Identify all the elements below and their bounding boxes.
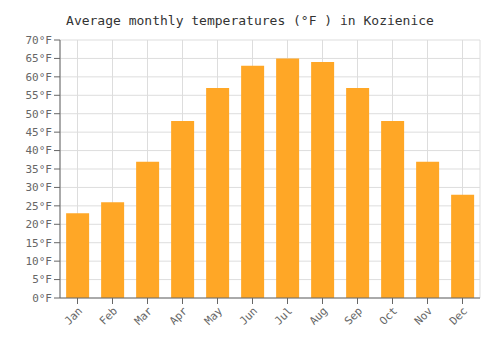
svg-text:Mar: Mar [132,304,156,328]
svg-text:Apr: Apr [167,304,191,328]
svg-text:65°F: 65°F [26,52,53,65]
svg-text:40°F: 40°F [26,144,53,157]
svg-text:5°F: 5°F [32,273,52,286]
svg-text:35°F: 35°F [26,163,53,176]
svg-text:Jun: Jun [237,304,260,327]
svg-text:70°F: 70°F [26,34,53,47]
svg-text:20°F: 20°F [26,218,53,231]
svg-text:Sep: Sep [342,304,365,327]
svg-text:Dec: Dec [447,304,470,327]
svg-text:15°F: 15°F [26,237,53,250]
svg-text:Jul: Jul [272,304,295,327]
svg-text:Nov: Nov [412,304,436,328]
svg-text:50°F: 50°F [26,108,53,121]
svg-text:0°F: 0°F [32,292,52,305]
svg-text:60°F: 60°F [26,71,53,84]
html-text:Average monthly temperatures (: Average monthly temperatures (°F ) in Ko… [66,13,434,28]
svg-text:May: May [202,304,226,328]
svg-text:30°F: 30°F [26,181,53,194]
svg-text:10°F: 10°F [26,255,53,268]
svg-text:45°F: 45°F [26,126,53,139]
svg-text:Oct: Oct [377,304,400,327]
svg-text:Jan: Jan [62,304,85,327]
svg-text:25°F: 25°F [26,200,53,213]
svg-text:Aug: Aug [307,304,330,327]
svg-text:Feb: Feb [97,304,120,327]
svg-text:55°F: 55°F [26,89,53,102]
